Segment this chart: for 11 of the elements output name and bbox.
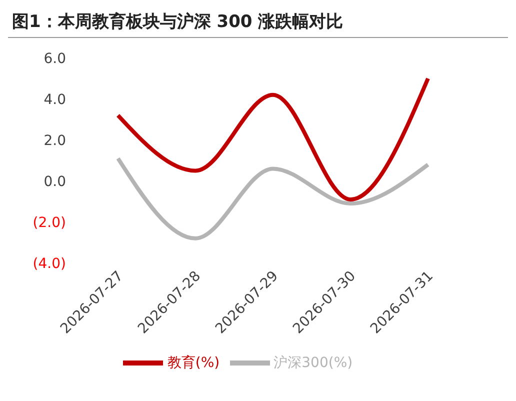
y-tick-label: 0.0 [44,174,66,190]
y-tick-label: 6.0 [44,51,66,67]
legend-label: 沪深300(%) [274,354,353,371]
y-tick-label: (4.0) [32,256,66,272]
y-tick-label: (2.0) [32,215,66,231]
line-series [116,156,430,240]
legend-label: 教育(%) [167,354,220,371]
line-series [116,76,430,202]
chart-title: 图1：本周教育板块与沪深 300 涨跌幅对比 [8,8,508,38]
y-tick-label: 4.0 [44,92,66,108]
y-tick-label: 2.0 [44,133,66,149]
